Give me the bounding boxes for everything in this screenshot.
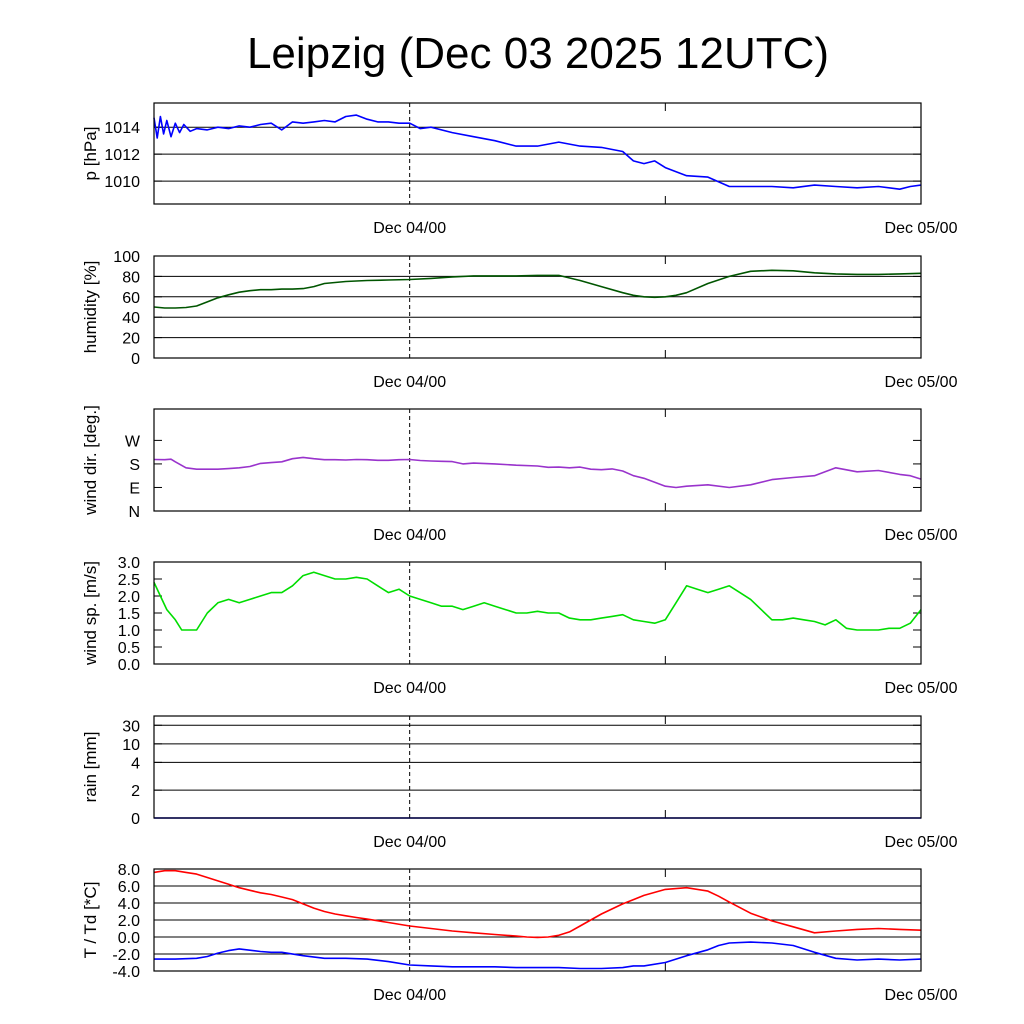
pressure-ytick-label: 1012	[104, 147, 140, 164]
pressure-date-label: Dec 05/00	[885, 220, 958, 237]
rain-frame	[153, 715, 922, 819]
humidity-frame	[153, 255, 922, 359]
wind_dir-series-wind-direction	[153, 456, 922, 489]
temperature-ytick-label: 6.0	[118, 879, 140, 896]
temperature-date-label: Dec 05/00	[885, 987, 958, 1004]
rain-ytick-label: 0	[131, 811, 140, 828]
temperature-ylabel: T / Td [*C]	[81, 882, 100, 959]
pressure-ytick-label: 1010	[104, 174, 140, 191]
humidity-ytick-label: 80	[122, 269, 140, 286]
temperature-series-t	[153, 869, 922, 939]
wind_speed-ytick-label: 1.0	[118, 623, 140, 640]
temperature-ytick-label: 4.0	[118, 896, 140, 913]
rain-ytick-label: 30	[122, 718, 140, 735]
humidity-ytick-label: 0	[131, 351, 140, 368]
wind_dir-frame	[153, 408, 922, 512]
wind_speed-series-wind-speed	[153, 571, 922, 631]
wind_speed-ytick-label: 0.0	[118, 657, 140, 674]
rain-date-label: Dec 04/00	[373, 834, 446, 851]
humidity-date-label: Dec 05/00	[885, 374, 958, 391]
rain-ylabel: rain [mm]	[81, 732, 100, 803]
temperature-ytick-label: 2.0	[118, 913, 140, 930]
humidity-date-label: Dec 04/00	[373, 374, 446, 391]
temperature-series-td	[154, 941, 922, 970]
wind_speed-ytick-label: 2.0	[118, 589, 140, 606]
temperature-ytick-label: 8.0	[118, 862, 140, 879]
chart-title: Leipzig (Dec 03 2025 12UTC)	[247, 29, 829, 78]
wind_dir-date-label: Dec 05/00	[885, 527, 958, 544]
wind_dir-ytick-label: W	[125, 433, 141, 450]
pressure-frame	[153, 102, 922, 205]
wind_speed-ytick-label: 3.0	[118, 555, 140, 572]
pressure-series-pressure	[153, 114, 922, 190]
wind_speed-ytick-label: 2.5	[118, 572, 140, 589]
humidity-ylabel: humidity [%]	[81, 261, 100, 354]
rain-date-label: Dec 05/00	[885, 834, 958, 851]
panel-wind_speed: 0.00.51.01.52.02.53.0 wind sp. [m/s] Dec 0…	[81, 555, 958, 697]
humidity-ytick-label: 60	[122, 290, 140, 307]
wind_dir-ytick-label: S	[129, 457, 140, 474]
rain-ytick-label: 10	[122, 737, 140, 754]
temperature-ytick-label: -4.0	[112, 964, 140, 981]
pressure-date-label: Dec 04/00	[373, 220, 446, 237]
wind_speed-frame	[153, 561, 922, 665]
humidity-ytick-label: 20	[122, 331, 140, 348]
wind_dir-date-label: Dec 04/00	[373, 527, 446, 544]
panel-rain: 0 2 410 30 rain [mm] Dec 04/00 Dec 05/00	[81, 715, 958, 851]
humidity-ytick-label: 40	[122, 310, 140, 327]
humidity-series-humidity	[153, 269, 922, 309]
temperature-ytick-label: 0.0	[118, 930, 140, 947]
wind_speed-date-label: Dec 05/00	[885, 680, 958, 697]
humidity-ytick-label: 100	[113, 249, 140, 266]
panel-temperature: -4.0-2.00.02.04.06.08.0 T / Td [*C] Dec 04…	[81, 862, 958, 1004]
panel-humidity: 0 20 40 60 80 100 humidity [%] Dec 04/00 Dec 05/…	[81, 249, 958, 391]
wind_dir-ylabel: wind dir. [deg.]	[81, 405, 100, 516]
pressure-ylabel: p [hPa]	[81, 127, 100, 181]
wind_speed-date-label: Dec 04/00	[373, 680, 446, 697]
temperature-date-label: Dec 04/00	[373, 987, 446, 1004]
wind_speed-ylabel: wind sp. [m/s]	[81, 561, 100, 666]
pressure-ytick-label: 1014	[104, 120, 140, 137]
rain-ytick-label: 4	[131, 755, 140, 772]
temperature-frame	[153, 868, 922, 972]
wind_speed-ytick-label: 1.5	[118, 606, 140, 623]
rain-ytick-label: 2	[131, 783, 140, 800]
wind_dir-ytick-label: E	[129, 480, 140, 497]
temperature-ytick-label: -2.0	[112, 947, 140, 964]
wind_dir-ytick-label: N	[128, 504, 140, 521]
wind_speed-ytick-label: 0.5	[118, 640, 140, 657]
